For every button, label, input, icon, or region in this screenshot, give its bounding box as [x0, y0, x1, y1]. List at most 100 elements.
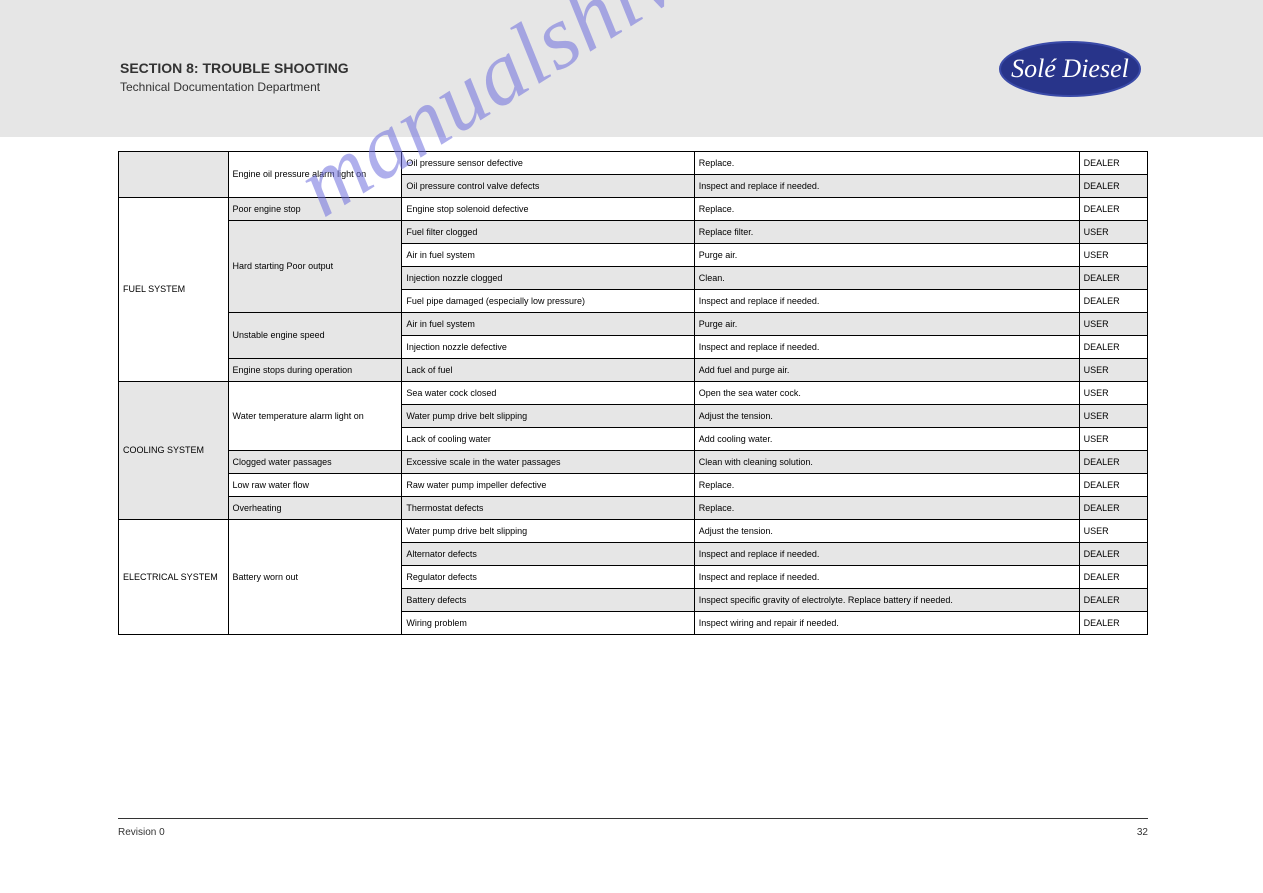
table-cell: DEALER: [1079, 198, 1147, 221]
table-cell: Lack of cooling water: [402, 428, 694, 451]
table-cell: Inspect wiring and repair if needed.: [694, 612, 1079, 635]
table-cell: Fuel filter clogged: [402, 221, 694, 244]
table-cell: DEALER: [1079, 612, 1147, 635]
table-cell: Water temperature alarm light on: [228, 382, 402, 451]
table-cell: USER: [1079, 221, 1147, 244]
table-cell: Engine stop solenoid defective: [402, 198, 694, 221]
footer-revision: Revision 0: [118, 827, 165, 838]
table-cell: COOLING SYSTEM: [119, 382, 229, 520]
table-cell: DEALER: [1079, 474, 1147, 497]
table-cell: USER: [1079, 313, 1147, 336]
table-row: Hard starting Poor outputFuel filter clo…: [119, 221, 1148, 244]
table-cell: ELECTRICAL SYSTEM: [119, 520, 229, 635]
table-cell: Purge air.: [694, 244, 1079, 267]
table-cell: Poor engine stop: [228, 198, 402, 221]
section-heading: SECTION 8: TROUBLE SHOOTING: [120, 60, 349, 76]
logo-icon: Solé Diesel: [998, 40, 1143, 98]
troubleshooting-table: Engine oil pressure alarm light onOil pr…: [118, 151, 1148, 635]
table-cell: USER: [1079, 382, 1147, 405]
table-cell: Overheating: [228, 497, 402, 520]
table-row: Engine oil pressure alarm light onOil pr…: [119, 152, 1148, 175]
table-cell: Add cooling water.: [694, 428, 1079, 451]
table-cell: USER: [1079, 428, 1147, 451]
logo-text: Solé Diesel: [1011, 54, 1129, 83]
table-cell: Engine oil pressure alarm light on: [228, 152, 402, 198]
table-cell: Raw water pump impeller defective: [402, 474, 694, 497]
table-cell: DEALER: [1079, 152, 1147, 175]
table-cell: USER: [1079, 244, 1147, 267]
table-cell: Alternator defects: [402, 543, 694, 566]
table-cell: Engine stops during operation: [228, 359, 402, 382]
table-cell: Thermostat defects: [402, 497, 694, 520]
table-cell: Air in fuel system: [402, 313, 694, 336]
table-cell: DEALER: [1079, 175, 1147, 198]
table-cell: Fuel pipe damaged (especially low pressu…: [402, 290, 694, 313]
table-cell: Battery worn out: [228, 520, 402, 635]
table-row: COOLING SYSTEMWater temperature alarm li…: [119, 382, 1148, 405]
table-cell: USER: [1079, 359, 1147, 382]
table-cell: Inspect and replace if needed.: [694, 566, 1079, 589]
table-cell: Battery defects: [402, 589, 694, 612]
table-row: OverheatingThermostat defectsReplace.DEA…: [119, 497, 1148, 520]
table-cell: Replace filter.: [694, 221, 1079, 244]
table-cell: USER: [1079, 520, 1147, 543]
table-cell: Water pump drive belt slipping: [402, 405, 694, 428]
table-cell: Injection nozzle clogged: [402, 267, 694, 290]
table-cell: Excessive scale in the water passages: [402, 451, 694, 474]
section-number: SECTION 8:: [120, 60, 199, 76]
table-cell: Open the sea water cock.: [694, 382, 1079, 405]
table-cell: Oil pressure sensor defective: [402, 152, 694, 175]
table-cell: Oil pressure control valve defects: [402, 175, 694, 198]
table-cell: Injection nozzle defective: [402, 336, 694, 359]
table-cell: Inspect and replace if needed.: [694, 175, 1079, 198]
table-cell: DEALER: [1079, 566, 1147, 589]
table-cell: Air in fuel system: [402, 244, 694, 267]
table-cell: Replace.: [694, 198, 1079, 221]
table-cell: Adjust the tension.: [694, 405, 1079, 428]
table-cell: Sea water cock closed: [402, 382, 694, 405]
table-cell: Unstable engine speed: [228, 313, 402, 359]
table-cell: Replace.: [694, 474, 1079, 497]
header-bar: SECTION 8: TROUBLE SHOOTING Technical Do…: [0, 0, 1263, 137]
table-cell: Replace.: [694, 497, 1079, 520]
table-cell: Inspect and replace if needed.: [694, 336, 1079, 359]
table-cell: Replace.: [694, 152, 1079, 175]
table-cell: Low raw water flow: [228, 474, 402, 497]
table-row: Clogged water passagesExcessive scale in…: [119, 451, 1148, 474]
table-cell: [119, 152, 229, 198]
table-cell: Clean with cleaning solution.: [694, 451, 1079, 474]
table-cell: Add fuel and purge air.: [694, 359, 1079, 382]
brand-logo: Solé Diesel: [998, 40, 1143, 103]
table-cell: DEALER: [1079, 589, 1147, 612]
table-cell: Hard starting Poor output: [228, 221, 402, 313]
table-cell: Inspect specific gravity of electrolyte.…: [694, 589, 1079, 612]
table-cell: Inspect and replace if needed.: [694, 290, 1079, 313]
table-cell: FUEL SYSTEM: [119, 198, 229, 382]
table-cell: DEALER: [1079, 543, 1147, 566]
troubleshooting-table-wrap: Engine oil pressure alarm light onOil pr…: [118, 151, 1148, 635]
table-cell: Purge air.: [694, 313, 1079, 336]
table-row: Low raw water flowRaw water pump impelle…: [119, 474, 1148, 497]
page-footer: Revision 0 32: [118, 818, 1148, 838]
header-text-block: SECTION 8: TROUBLE SHOOTING Technical Do…: [120, 60, 349, 94]
table-cell: Adjust the tension.: [694, 520, 1079, 543]
table-row: ELECTRICAL SYSTEMBattery worn outWater p…: [119, 520, 1148, 543]
table-cell: Clean.: [694, 267, 1079, 290]
table-cell: Regulator defects: [402, 566, 694, 589]
footer-page-number: 32: [1137, 827, 1148, 838]
table-cell: DEALER: [1079, 497, 1147, 520]
table-cell: USER: [1079, 405, 1147, 428]
table-cell: DEALER: [1079, 451, 1147, 474]
table-cell: Wiring problem: [402, 612, 694, 635]
table-row: FUEL SYSTEMPoor engine stopEngine stop s…: [119, 198, 1148, 221]
table-cell: DEALER: [1079, 336, 1147, 359]
table-cell: Lack of fuel: [402, 359, 694, 382]
table-cell: Clogged water passages: [228, 451, 402, 474]
table-cell: Inspect and replace if needed.: [694, 543, 1079, 566]
table-cell: DEALER: [1079, 267, 1147, 290]
section-title: TROUBLE SHOOTING: [202, 60, 348, 76]
header-subtitle: Technical Documentation Department: [120, 80, 349, 94]
table-row: Engine stops during operationLack of fue…: [119, 359, 1148, 382]
table-cell: DEALER: [1079, 290, 1147, 313]
table-row: Unstable engine speedAir in fuel systemP…: [119, 313, 1148, 336]
